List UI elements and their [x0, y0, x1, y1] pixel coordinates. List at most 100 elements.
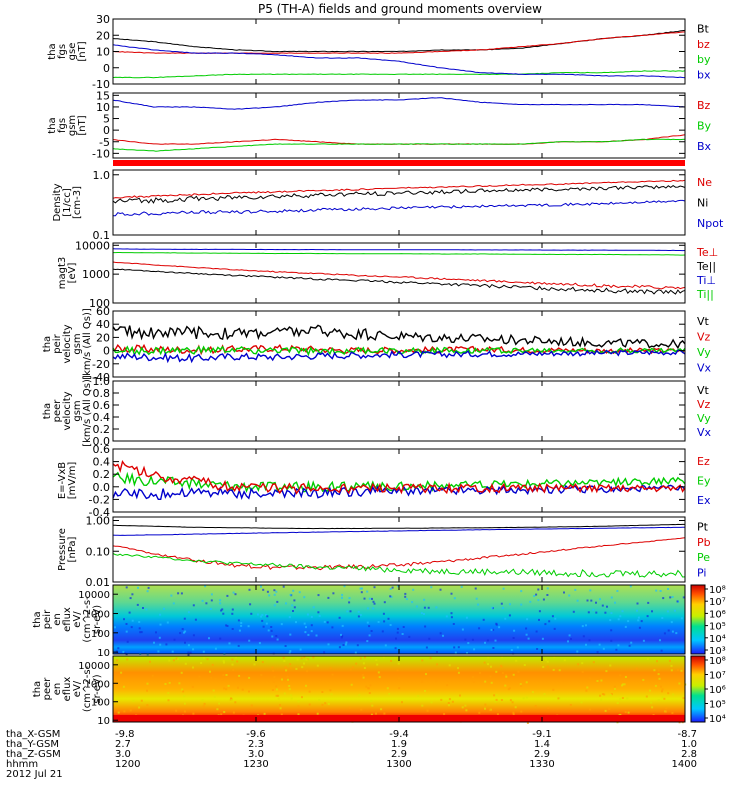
spectrogram-pixel [595, 611, 598, 614]
spectrogram-pixel [656, 660, 658, 663]
spectrogram-pixel [546, 665, 549, 668]
spectrogram-pixel [261, 661, 264, 664]
y-tick-label: 0.0 [93, 481, 111, 494]
spectrogram-pixel [317, 594, 320, 597]
spectrogram-pixel [232, 668, 235, 671]
spectrogram-pixel [472, 680, 475, 683]
spectrogram-pixel [563, 659, 566, 662]
spectrogram-pixel [397, 662, 400, 665]
legend-Vt: Vt [697, 315, 710, 328]
spectrogram-pixel [361, 587, 363, 590]
spectrogram-pixel [210, 593, 213, 596]
spectrogram-pixel [446, 684, 449, 687]
legend-Bz: Bz [697, 99, 711, 112]
spectrogram-pixel [568, 634, 571, 637]
spectrogram-pixel [289, 593, 292, 596]
spectrogram-pixel [341, 635, 344, 638]
spectrogram-pixel [123, 710, 126, 713]
spectrogram-pixel [303, 656, 306, 659]
spectrogram-pixel [653, 669, 656, 672]
x-tick-z-label: 2.9 [391, 749, 407, 760]
spectrogram-pixel [534, 705, 537, 708]
y-tick-label: 0.1 [93, 229, 111, 242]
spectrogram-pixel [275, 685, 278, 688]
spectrogram-pixel [116, 652, 119, 655]
colorbar-tick-label: 10⁴ [709, 714, 726, 725]
spectrogram-pixel [405, 598, 408, 601]
spectrogram-pixel [361, 674, 364, 677]
y-tick-label: 1000 [82, 268, 110, 281]
spectrogram-pixel [402, 626, 405, 628]
spectrogram-pixel [300, 657, 303, 660]
spectrogram-pixel [346, 610, 349, 613]
y-tick-label: 1.00 [86, 515, 111, 528]
spectrogram-pixel [222, 674, 225, 677]
spectrogram-pixel [223, 661, 225, 664]
spectrogram-pixel [616, 702, 619, 704]
spectrogram-pixel [490, 628, 493, 631]
spectrogram-pixel [367, 687, 370, 690]
spectrogram-pixel [478, 711, 481, 714]
spectrogram-pixel [359, 614, 362, 616]
spectrogram-pixel [180, 592, 183, 595]
spectrogram-pixel [515, 659, 518, 662]
spectrogram-pixel [395, 637, 397, 640]
legend-Bt: Bt [697, 23, 710, 36]
spectrogram-pixel [382, 612, 385, 615]
spectrogram-pixel [523, 664, 526, 666]
colorbar-tick-label: 10³ [709, 646, 726, 657]
spectrogram-pixel [586, 686, 589, 689]
spectrogram-pixel [249, 603, 252, 606]
spectrogram-pixel [505, 675, 508, 678]
spectrogram-pixel [606, 605, 608, 608]
spectrogram-pixel [223, 711, 226, 713]
spectrogram-pixel [241, 688, 244, 691]
spectrogram-pixel [647, 601, 650, 604]
spectrogram-pixel [554, 617, 557, 620]
spectrogram-pixel [348, 706, 351, 709]
spectrogram-pixel [640, 620, 643, 623]
spectrogram-pixel [531, 691, 534, 694]
y-axis-label: [nT] [77, 41, 88, 61]
legend-bx: bx [697, 68, 711, 81]
spectrogram-pixel [192, 666, 194, 669]
spectrogram-pixel [276, 638, 279, 641]
spectrogram-pixel [167, 692, 170, 695]
spectrogram-pixel [295, 621, 297, 624]
spectrogram-pixel [661, 690, 663, 693]
spectrogram-pixel [200, 662, 203, 664]
series-line-Ti|| [113, 252, 686, 256]
spectrogram-pixel [338, 616, 341, 619]
spectrogram-pixel [260, 615, 263, 618]
spectrogram-pixel [140, 631, 143, 634]
spectrogram-pixel [610, 596, 613, 599]
spectrogram-pixel [484, 680, 487, 683]
spectrogram-pixel [206, 658, 209, 661]
spectrogram-pixel [383, 620, 386, 623]
spectrogram-pixel [494, 700, 497, 703]
spectrogram-pixel [323, 620, 326, 623]
spectrogram-pixel [404, 592, 407, 595]
series-line-Bz [112, 134, 686, 145]
y-axis-label: peir [52, 333, 63, 353]
spectrogram-pixel [277, 694, 280, 697]
spectrogram-pixel [396, 631, 399, 634]
spectrogram-pixel [390, 660, 393, 662]
spectrogram-pixel [146, 590, 149, 593]
spectrogram-pixel [488, 709, 491, 712]
spectrogram-pixel [637, 616, 640, 619]
spectrogram-pixel [536, 648, 539, 650]
y-axis-label: eV/ [72, 680, 83, 697]
spectrogram-pixel [240, 624, 243, 627]
spectrogram-pixel [484, 703, 487, 706]
spectrogram-pixel [637, 619, 640, 622]
spectrogram-pixel [267, 629, 270, 632]
spectrogram-pixel [450, 592, 453, 595]
spectrogram-pixel [453, 597, 456, 600]
spectrogram-pixel [610, 629, 613, 632]
spectrogram-pixel [373, 586, 376, 589]
spectrogram-pixel [258, 642, 261, 645]
y-tick-label: 100 [91, 698, 110, 709]
spectrogram-pixel [345, 641, 348, 644]
spectrogram-pixel [604, 611, 607, 614]
